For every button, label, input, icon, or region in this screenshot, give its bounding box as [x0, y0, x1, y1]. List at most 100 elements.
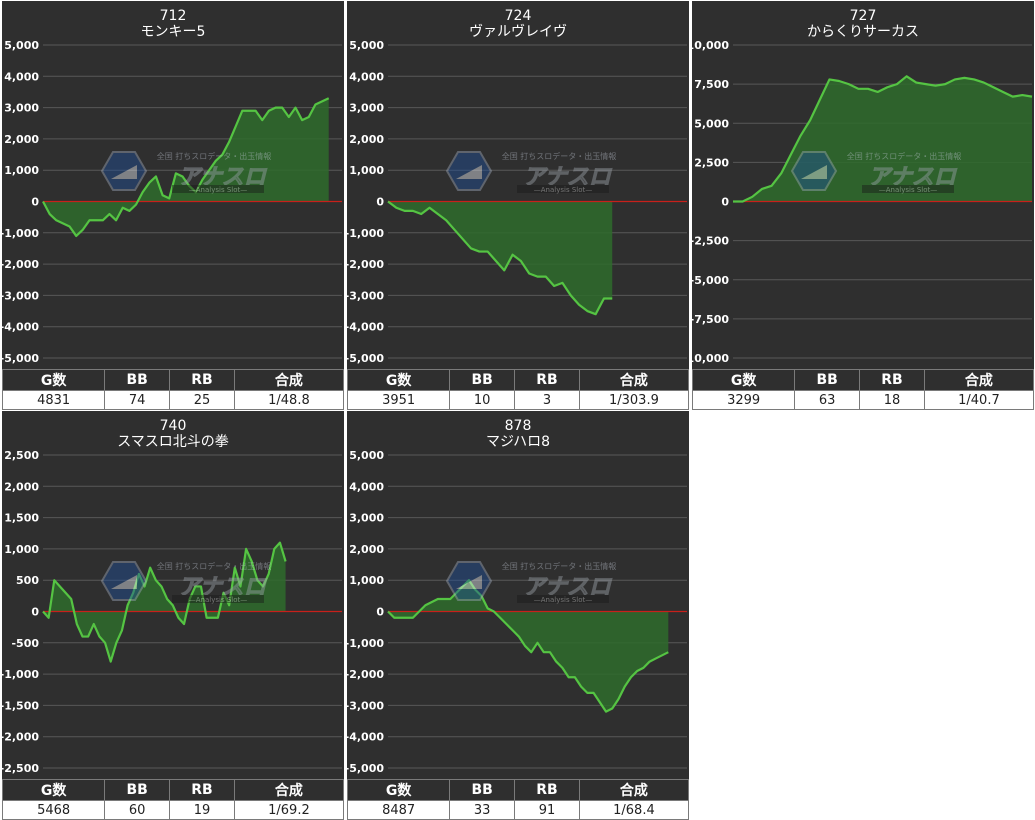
stats-value-cell: 4831 — [1, 390, 106, 410]
stats-value-cell: 91 — [514, 800, 580, 820]
stats-header-cell: RB — [169, 369, 235, 391]
stats-header-cell: 合成 — [923, 369, 1035, 391]
series-line — [387, 579, 669, 713]
watermark-sub-text: —Analysis Slot— — [534, 186, 592, 194]
chart-area: 878 マジハロ8 5,000 4,000 3,000 2,000 1,000 0 -1,000… — [347, 411, 689, 779]
chart-name: スマスロ北斗の拳 — [117, 434, 229, 450]
y-tick-label: 4,000 — [349, 480, 384, 493]
series-line — [733, 75, 1033, 203]
watermark-sub-bar — [517, 595, 609, 603]
y-tick-label: -5,000 — [2, 352, 39, 365]
stats-table: G数 BB RB 合成 3951 10 3 1/303.9 — [346, 369, 690, 410]
y-tick-label: 5,000 — [4, 39, 39, 52]
stats-header-cell: 合成 — [233, 369, 345, 391]
y-tick-label: 2,000 — [349, 543, 384, 556]
chart-name: モンキー5 — [141, 24, 206, 40]
watermark-slash-icon — [111, 165, 137, 179]
y-tick-label: -1,000 — [2, 668, 39, 681]
y-tick-label: -4,000 — [347, 731, 384, 744]
y-tick-label: 2,500 — [694, 156, 729, 169]
area-fill — [43, 98, 329, 236]
chart-name: ヴァルヴレイヴ — [469, 23, 567, 40]
stats-value-cell: 19 — [169, 800, 235, 820]
stats-table: G数 BB RB 合成 3299 63 18 1/40.7 — [691, 369, 1035, 410]
y-tick-label: 2,000 — [4, 133, 39, 146]
watermark-sub-bar — [517, 185, 609, 193]
stats-value-cell: 3951 — [346, 390, 451, 410]
stats-value-cell: 5468 — [1, 800, 106, 820]
chart-panel-740: 740 スマスロ北斗の拳 2,500 2,000 1,500 1,000 500 0 -500 -… — [1, 411, 345, 820]
stats-value-cell: 1/68.4 — [578, 800, 690, 820]
y-tick-label: -1,000 — [347, 227, 384, 240]
y-tick-label: 5,000 — [694, 117, 729, 130]
y-tick-label: 0 — [31, 196, 39, 209]
y-tick-label: 7,500 — [694, 78, 729, 91]
stats-value-cell: 1/303.9 — [578, 390, 690, 410]
stats-value-cell: 63 — [794, 390, 861, 410]
y-tick-label: 0 — [31, 606, 39, 619]
y-tick-label: 3,000 — [349, 512, 384, 525]
chart-panel-712: 712 モンキー5 5,000 4,000 3,000 2,000 1,000 0 -1,000… — [1, 1, 345, 410]
stats-value-cell: 3299 — [691, 390, 796, 410]
stats-value-cell: 3 — [514, 390, 580, 410]
y-tick-label: 2,000 — [349, 133, 384, 146]
y-tick-label: -1,500 — [2, 699, 39, 712]
y-tick-label: -5,000 — [347, 352, 384, 365]
stats-value-cell: 1/40.7 — [923, 390, 1035, 410]
chart-name: からくりサーカス — [807, 24, 919, 40]
stats-header-cell: G数 — [1, 369, 106, 391]
stats-header-cell: RB — [514, 369, 580, 391]
y-tick-label: -7,500 — [692, 313, 729, 326]
series-line — [387, 200, 613, 316]
chart-number: 727 — [850, 8, 877, 24]
series-line — [42, 541, 287, 663]
y-tick-label: -5,000 — [692, 274, 729, 287]
stats-value-cell: 18 — [859, 390, 925, 410]
stats-value-cell: 8487 — [346, 800, 451, 820]
chart-number: 878 — [505, 418, 532, 434]
watermark-slash-icon — [456, 165, 482, 179]
y-tick-label: 0 — [376, 196, 384, 209]
stats-header-cell: BB — [449, 779, 516, 801]
y-tick-label: 3,000 — [349, 102, 384, 115]
stats-header-cell: 合成 — [233, 779, 345, 801]
chart-panel-878: 878 マジハロ8 5,000 4,000 3,000 2,000 1,000 0 -1,000… — [346, 411, 690, 820]
y-tick-label: -3,000 — [347, 699, 384, 712]
chart-name: マジハロ8 — [486, 434, 550, 450]
y-tick-label: -5,000 — [347, 762, 384, 775]
watermark-hex-icon — [445, 151, 493, 191]
chart-number: 724 — [505, 8, 532, 24]
stats-table: G数 BB RB 合成 8487 33 91 1/68.4 — [346, 779, 690, 820]
y-tick-label: 10,000 — [692, 39, 729, 52]
stats-table: G数 BB RB 合成 5468 60 19 1/69.2 — [1, 779, 345, 820]
stats-header-cell: G数 — [346, 369, 451, 391]
y-tick-label: -3,000 — [2, 289, 39, 302]
watermark-top-text: 全国 打ちスロデータ・出玉情報 — [502, 561, 617, 571]
y-tick-label: -10,000 — [692, 352, 729, 365]
area-fill — [43, 542, 286, 662]
y-tick-label: -1,000 — [347, 637, 384, 650]
y-tick-label: 3,000 — [4, 102, 39, 115]
y-tick-label: -2,500 — [2, 762, 39, 775]
y-tick-label: 2,500 — [4, 449, 39, 462]
watermark-top-text: 全国 打ちスロデータ・出玉情報 — [502, 151, 617, 161]
stats-header-cell: BB — [794, 369, 861, 391]
watermark-logo-text: アナスロ — [523, 575, 613, 600]
y-tick-label: 500 — [16, 574, 39, 587]
chart-area: 712 モンキー5 5,000 4,000 3,000 2,000 1,000 0 -1,000… — [2, 1, 344, 369]
y-tick-label: -3,000 — [347, 289, 384, 302]
stats-table: G数 BB RB 合成 4831 74 25 1/48.8 — [1, 369, 345, 410]
y-tick-label: -1,000 — [2, 227, 39, 240]
y-tick-label: -2,000 — [347, 258, 384, 271]
area-fill — [388, 580, 669, 712]
y-tick-label: -2,500 — [692, 235, 729, 248]
stats-header-cell: 合成 — [578, 779, 690, 801]
y-tick-label: 1,000 — [4, 543, 39, 556]
y-tick-label: -2,000 — [347, 668, 384, 681]
stats-header-cell: G数 — [691, 369, 796, 391]
watermark-sub-text: —Analysis Slot— — [534, 596, 592, 604]
